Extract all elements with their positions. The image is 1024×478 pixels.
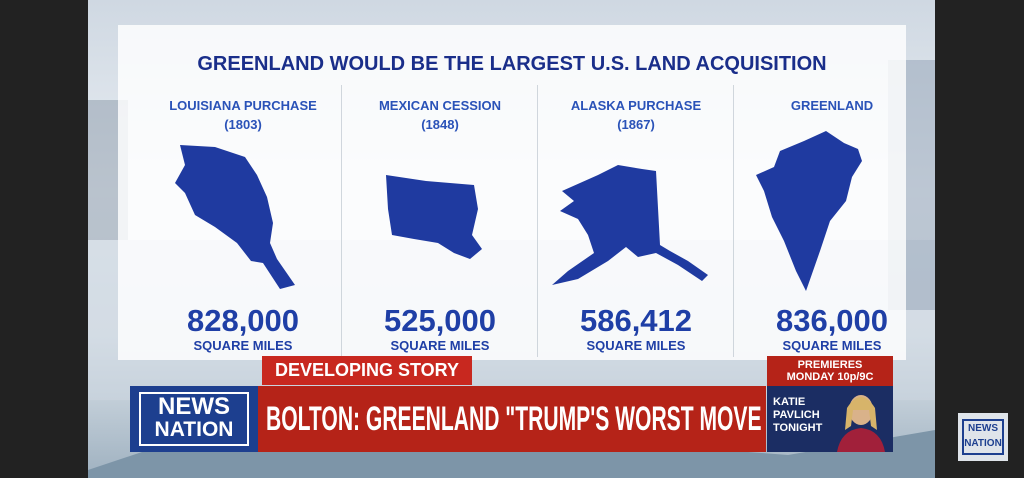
item-area: 586,412 [579, 303, 693, 338]
item-area: 525,000 [383, 303, 497, 338]
item-name: GREENLAND [790, 98, 874, 113]
show-name: KATIE PAVLICH TONIGHT [773, 396, 822, 435]
graphic-panel: GREENLAND WOULD BE THE LARGEST U.S. LAND… [118, 25, 906, 360]
promo-card: KATIE PAVLICH TONIGHT [767, 386, 893, 452]
watermark-box: NEWS NATION [962, 419, 1004, 455]
item-unit: SQUARE MILES [782, 338, 882, 353]
promo-line: PREMIERES [797, 359, 863, 371]
item-unit: SQUARE MILES [193, 338, 293, 353]
show-word: PAVLICH [773, 409, 820, 421]
item-year: (1867) [617, 117, 655, 132]
headline: BOLTON: GREENLAND "TRUMP'S WORST MOVE YE… [266, 400, 766, 438]
item-year: (1803) [224, 117, 262, 132]
item-column: GREENLAND 836,000 SQUARE MILES [733, 85, 930, 357]
item-unit: SQUARE MILES [586, 338, 686, 353]
network-logo: NEWS NATION [130, 386, 258, 452]
item-area: 836,000 [775, 303, 889, 338]
logo-word: NEWS [158, 393, 230, 420]
item-area: 828,000 [186, 303, 300, 338]
item-name: ALASKA PURCHASE [570, 98, 702, 113]
promo-line: MONDAY 10p/9C [786, 371, 874, 383]
item-name: MEXICAN CESSION [378, 98, 502, 113]
item-name: LOUISIANA PURCHASE [169, 98, 317, 113]
territory-shape [756, 131, 862, 291]
promo-banner: PREMIERES MONDAY 10p/9C [767, 356, 893, 386]
item-year: (1848) [421, 117, 459, 132]
show-word: TONIGHT [773, 422, 823, 434]
item-unit: SQUARE MILES [390, 338, 490, 353]
show-word: KATIE [773, 396, 806, 408]
graphic-title: GREENLAND WOULD BE THE LARGEST U.S. LAND… [197, 53, 827, 75]
item-column: LOUISIANA PURCHASE (1803) 828,000 SQUARE… [145, 85, 341, 357]
territory-shape [386, 175, 482, 259]
item-column: ALASKA PURCHASE (1867) 586,412 SQUARE MI… [537, 85, 734, 357]
watermark-word: NEWS [968, 423, 998, 434]
territory-shape [175, 145, 295, 289]
host-photo [837, 395, 885, 452]
territory-shape [552, 165, 708, 285]
headline-bar: BOLTON: GREENLAND "TRUMP'S WORST MOVE YE… [258, 386, 766, 452]
logo-box: NEWS NATION [139, 392, 249, 446]
logo-word: NATION [154, 418, 234, 441]
watermark-word: NATION [964, 438, 1002, 449]
item-column: MEXICAN CESSION (1848) 525,000 SQUARE MI… [341, 85, 538, 357]
story-tag: DEVELOPING STORY [262, 356, 472, 385]
watermark: NEWS NATION [958, 413, 1008, 461]
